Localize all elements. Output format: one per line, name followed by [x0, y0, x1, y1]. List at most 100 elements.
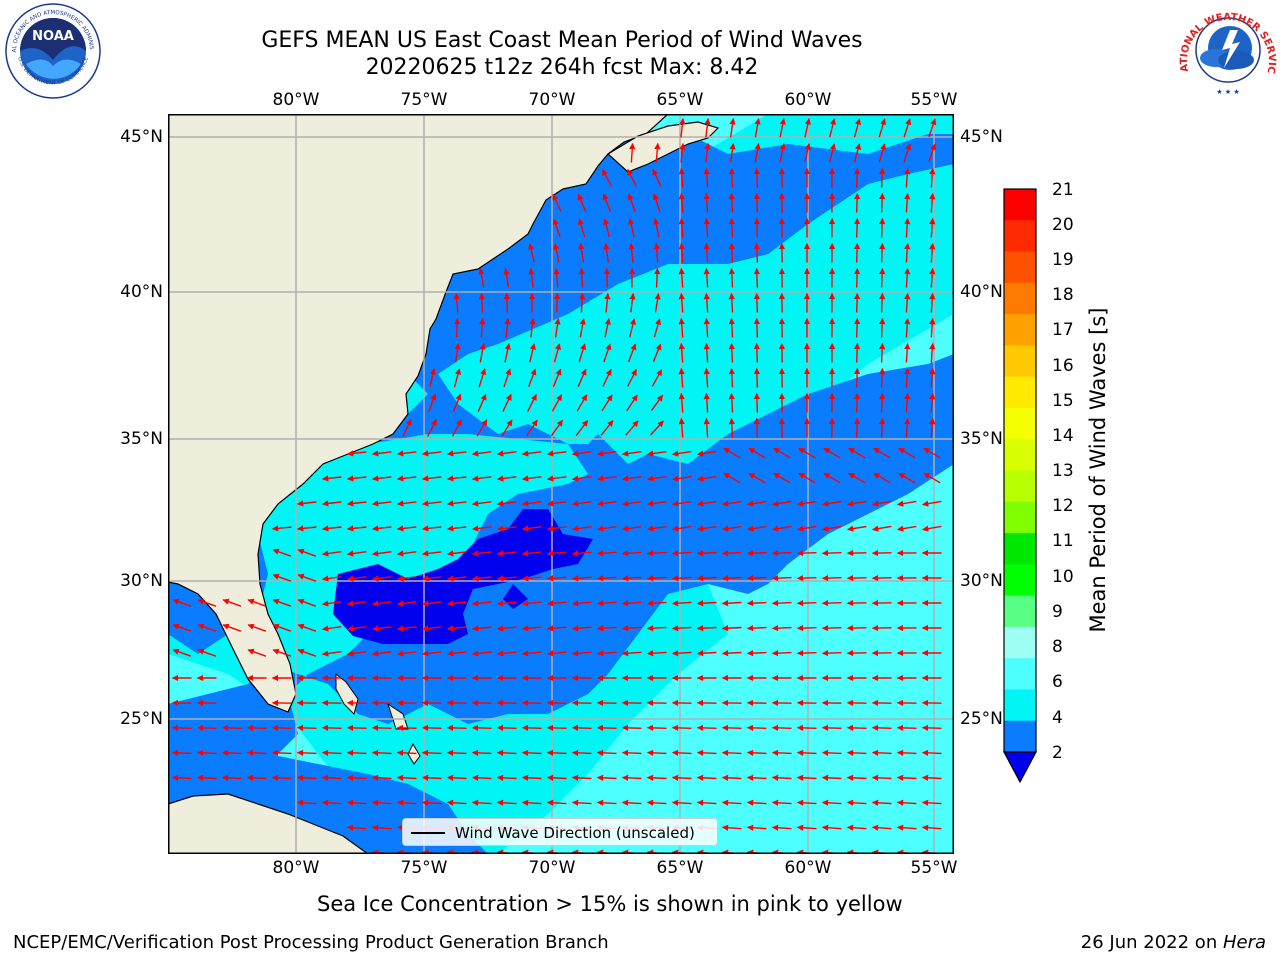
- wave-direction-arrow: [671, 724, 692, 732]
- wave-direction-arrow: [446, 475, 467, 482]
- wave-direction-arrow: [271, 749, 292, 756]
- wave-direction-arrow: [929, 317, 936, 338]
- wave-direction-arrow: [247, 598, 267, 607]
- wave-direction-arrow: [446, 450, 467, 457]
- colorbar-tick-label: 9: [1052, 602, 1063, 622]
- wave-direction-arrow: [596, 625, 617, 632]
- wave-direction-arrow: [297, 598, 317, 607]
- wave-direction-arrow: [678, 417, 685, 438]
- wave-direction-arrow: [321, 799, 342, 806]
- wave-direction-arrow: [625, 420, 639, 436]
- wave-direction-arrow: [646, 774, 667, 781]
- wave-direction-arrow: [771, 774, 792, 781]
- colorbar-tick-label: 16: [1052, 356, 1074, 376]
- wave-direction-arrow: [571, 500, 592, 507]
- wave-direction-arrow: [678, 392, 685, 413]
- wave-direction-arrow: [396, 799, 417, 806]
- colorbar-segment: [1004, 407, 1036, 440]
- wave-direction-arrow: [496, 575, 517, 582]
- wave-direction-arrow: [728, 267, 735, 288]
- wave-direction-arrow: [653, 218, 660, 238]
- wave-direction-arrow: [721, 824, 742, 831]
- wave-direction-arrow: [402, 418, 412, 437]
- wave-direction-arrow: [729, 142, 736, 163]
- wave-direction-arrow: [579, 318, 586, 338]
- wave-direction-arrow: [571, 450, 592, 457]
- wave-direction-arrow: [853, 417, 861, 438]
- wave-direction-arrow: [896, 799, 917, 806]
- wave-direction-arrow: [529, 343, 536, 363]
- wave-direction-arrow: [879, 192, 886, 213]
- wave-direction-arrow: [771, 600, 792, 607]
- wave-direction-arrow: [753, 292, 761, 313]
- wave-direction-arrow: [521, 600, 542, 607]
- lon-label-top: 55°W: [910, 90, 958, 110]
- wave-direction-arrow: [846, 525, 867, 532]
- wave-direction-arrow: [654, 142, 661, 163]
- wave-direction-arrow: [796, 774, 817, 781]
- wave-direction-arrow: [779, 143, 786, 163]
- wave-direction-arrow: [821, 724, 842, 732]
- wave-direction-arrow: [371, 724, 392, 732]
- colorbar-segment: [1004, 251, 1036, 284]
- wave-direction-arrow: [721, 749, 742, 756]
- wave-direction-arrow: [272, 548, 292, 557]
- wave-direction-arrow: [321, 774, 342, 781]
- wave-direction-arrow: [796, 724, 817, 732]
- wave-direction-arrow: [453, 292, 460, 313]
- wave-direction-arrow: [671, 525, 692, 532]
- wave-direction-arrow: [746, 724, 767, 732]
- wave-direction-arrow: [596, 749, 617, 756]
- lat-label-right: 30°N: [960, 571, 1003, 591]
- wave-direction-arrow: [496, 650, 517, 657]
- wave-direction-arrow: [571, 799, 592, 806]
- wave-direction-arrow: [696, 550, 717, 557]
- wave-direction-arrow: [577, 193, 587, 212]
- wave-direction-arrow: [346, 650, 367, 657]
- wave-direction-arrow: [596, 525, 617, 532]
- wave-direction-arrow: [552, 368, 562, 388]
- wave-direction-arrow: [429, 368, 436, 388]
- wave-direction-arrow: [846, 749, 867, 756]
- wave-direction-arrow: [904, 167, 911, 188]
- wave-direction-arrow: [521, 774, 542, 781]
- wave-direction-arrow: [771, 799, 792, 806]
- colorbar-segment: [1004, 439, 1036, 471]
- wave-direction-arrow: [646, 525, 667, 532]
- wave-direction-arrow: [578, 343, 587, 363]
- wave-direction-arrow: [371, 450, 392, 457]
- wave-direction-arrow: [904, 417, 911, 438]
- wave-direction-arrow: [604, 318, 611, 338]
- wave-direction-arrow: [879, 292, 886, 313]
- wave-direction-arrow: [929, 192, 936, 213]
- wave-direction-arrow: [853, 242, 861, 263]
- wave-direction-arrow: [879, 242, 886, 263]
- lon-label-bottom: 55°W: [910, 858, 958, 878]
- wave-direction-arrow: [446, 799, 467, 806]
- wave-direction-arrow: [929, 167, 936, 188]
- wave-direction-arrow: [829, 118, 836, 138]
- colorbar-segment: [1004, 189, 1036, 221]
- lon-label-bottom: 70°W: [528, 858, 576, 878]
- wave-direction-arrow: [172, 648, 192, 657]
- wave-direction-arrow: [421, 575, 442, 582]
- wave-direction-arrow: [421, 550, 442, 557]
- wave-direction-arrow: [247, 648, 267, 657]
- wave-direction-arrow: [446, 724, 467, 732]
- wave-direction-arrow: [821, 500, 842, 507]
- wave-direction-arrow: [879, 367, 886, 388]
- wave-direction-arrow: [197, 648, 217, 657]
- wave-direction-arrow: [446, 600, 467, 607]
- wave-direction-arrow: [479, 342, 486, 363]
- colorbar-segment: [1004, 720, 1036, 753]
- wave-direction-arrow: [296, 724, 317, 732]
- wave-direction-arrow: [923, 447, 941, 459]
- wave-direction-arrow: [446, 625, 467, 632]
- wave-direction-arrow: [627, 343, 637, 363]
- wave-direction-arrow: [471, 799, 492, 806]
- wave-direction-arrow: [796, 574, 817, 582]
- wave-direction-arrow: [346, 774, 367, 781]
- wave-direction-arrow: [754, 117, 761, 138]
- wave-direction-arrow: [671, 625, 692, 632]
- wave-direction-arrow: [604, 292, 611, 313]
